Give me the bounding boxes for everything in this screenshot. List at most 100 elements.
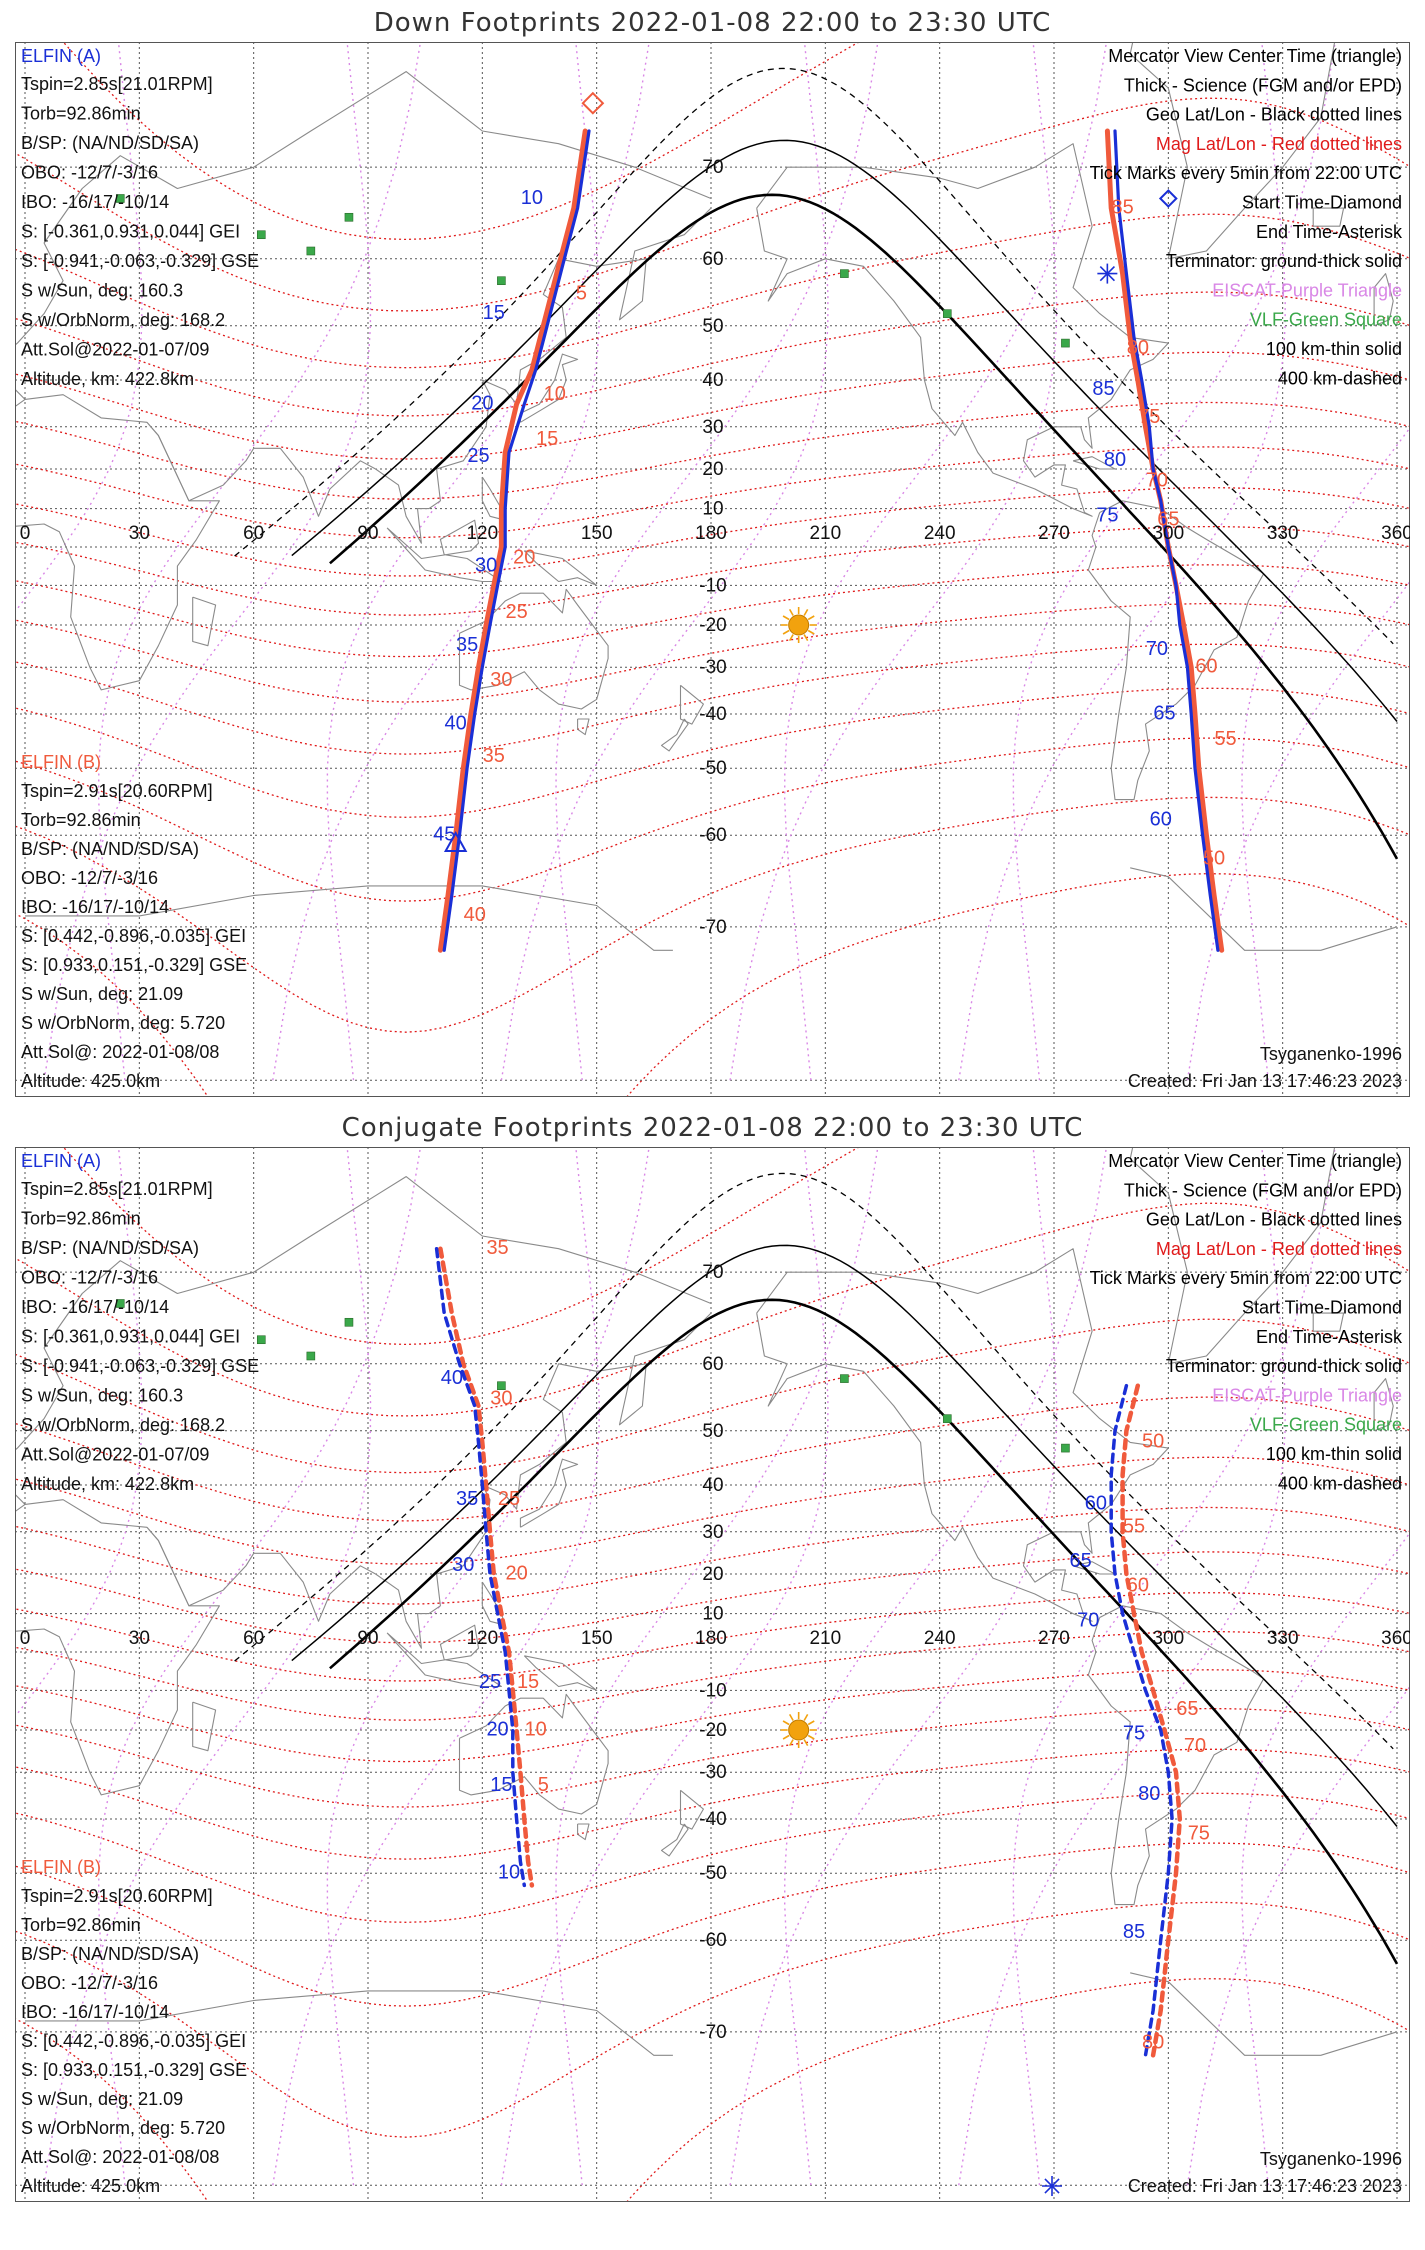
coastline xyxy=(1072,456,1116,470)
elfin-b-time-label: 70 xyxy=(1146,469,1168,491)
lat-tick-label: -70 xyxy=(699,2022,726,2043)
mag-parallel xyxy=(16,1202,1409,1417)
lat-tick-label: -40 xyxy=(699,704,726,725)
lon-tick-label: 270 xyxy=(1038,1628,1070,1649)
elfin-b-time-label: 65 xyxy=(1176,1698,1198,1720)
created-label: Created: Fri Jan 13 17:46:23 2023 xyxy=(1128,1071,1402,1091)
elfin-a-time-label: 65 xyxy=(1070,1550,1092,1572)
mag-parallel xyxy=(16,1901,1409,2138)
elfin-b-time-label: 25 xyxy=(498,1488,520,1510)
sun-ray xyxy=(803,1739,809,1746)
coastline xyxy=(192,596,217,647)
elfin-a-track-east xyxy=(1113,129,1220,952)
elfin-a-time-label: 85 xyxy=(1123,1921,1145,1943)
map-body: 10 15 20 25 30 35 40 45 85 80 75 70 65 60 5 10 15 20 25 30 3… xyxy=(16,43,1409,1096)
lat-tick-label: -30 xyxy=(699,1762,726,1783)
elfin-a-info-line: OBO: -12/7/-3/16 xyxy=(21,1268,158,1288)
lat-tick-label: -70 xyxy=(699,917,726,938)
elfin-b-time-label: 50 xyxy=(1142,1431,1164,1453)
mag-parallel xyxy=(16,873,1409,1096)
elfin-a-info-line: Torb=92.86min xyxy=(21,104,141,124)
elfin-a-time-label: 80 xyxy=(1138,1783,1160,1805)
vlf-station xyxy=(306,1351,316,1361)
elfin-b-info-line: B/SP: (NA/ND/SD/SA) xyxy=(21,1944,199,1964)
coastline xyxy=(146,1312,712,1649)
mag-meridian xyxy=(555,1148,879,2186)
elfin-a-track-east xyxy=(1109,1383,1174,2058)
elfin-a-time-label: 70 xyxy=(1077,1610,1099,1632)
geo-grid xyxy=(16,43,1409,1096)
coastline xyxy=(577,1823,590,1841)
legend-entry: Tick Marks every 5min from 22:00 UTC xyxy=(1090,1268,1402,1288)
lon-tick-label: 180 xyxy=(695,523,727,544)
sun-ray xyxy=(788,1714,794,1721)
coastline xyxy=(1087,500,1265,801)
elfin-b-time-label: 35 xyxy=(483,745,505,767)
mag-parallel xyxy=(16,525,1409,616)
lon-tick-label: 30 xyxy=(129,523,150,544)
coastline xyxy=(1312,1312,1345,1332)
legend-entry: VLF-Green Square xyxy=(1250,310,1402,330)
elfin-a-info-line: Altitude, km: 422.8km xyxy=(21,1474,194,1494)
elfin-a-info-line: S: [-0.361,0.931,0.044] GEI xyxy=(21,222,240,242)
coastline xyxy=(25,1990,673,2056)
elfin-a-time-label: 60 xyxy=(1085,1493,1107,1515)
model-label: Tsyganenko-1996 xyxy=(1260,1044,1402,1064)
lat-tick-label: -30 xyxy=(699,657,726,678)
elfin-b-time-label: 80 xyxy=(1127,337,1149,359)
elfin-b-time-label: 20 xyxy=(513,547,535,569)
lon-tick-label: 90 xyxy=(357,523,378,544)
sun-ray xyxy=(788,1739,794,1746)
elfin-b-track-west xyxy=(437,128,588,953)
elfin-a-time-label: 60 xyxy=(1150,809,1172,831)
legend-entry: Mag Lat/Lon - Red dotted lines xyxy=(1156,134,1402,154)
coastline xyxy=(1129,1148,1336,1365)
lon-tick-label: 60 xyxy=(243,1628,264,1649)
lat-tick-label: 10 xyxy=(702,1604,723,1625)
sun-ray xyxy=(782,615,790,621)
sun-ray xyxy=(807,1734,815,1740)
elfin-a-info-line: S w/OrbNorm, deg: 168.2 xyxy=(21,1415,225,1435)
terminator-ground xyxy=(329,1298,1399,1965)
mag-parallel xyxy=(16,487,1409,577)
elfin-a-info-line: Att.Sol@2022-01-07/09 xyxy=(21,340,209,360)
elfin-b-time-label: 30 xyxy=(490,1388,512,1410)
elfin-a-info-line: Tspin=2.85s[21.01RPM] xyxy=(21,1179,213,1199)
mag-meridian xyxy=(1012,1148,1336,2186)
coastline xyxy=(523,1655,598,1691)
lat-tick-label: 20 xyxy=(702,1564,723,1585)
elfin-a-time-label: 20 xyxy=(486,1718,508,1740)
coastline xyxy=(386,519,502,583)
legend-entry: EISCAT-Purple Triangle xyxy=(1212,1385,1402,1405)
end-asterisk-icon xyxy=(1097,263,1118,284)
elfin-b-time-label: 55 xyxy=(1123,1516,1145,1538)
lat-tick-label: 40 xyxy=(702,1475,723,1496)
coastline xyxy=(756,143,1169,517)
mag-meridian xyxy=(326,43,650,1081)
elfin-b-time-label: 35 xyxy=(486,1237,508,1259)
elfin-b-time-label: 85 xyxy=(1111,196,1133,218)
lon-tick-label: 360 xyxy=(1381,1628,1410,1649)
elfin-b-info-line: S w/OrbNorm, deg: 5.720 xyxy=(21,2118,225,2138)
elfin-a-info-line: S w/Sun, deg: 160.3 xyxy=(21,281,183,301)
elfin-a-info-line: S w/Sun, deg: 160.3 xyxy=(21,1386,183,1406)
vlf-station xyxy=(306,246,316,256)
elfin-b-time-label: 75 xyxy=(1138,406,1160,428)
elfin-b-info-line: S: [0.933,0.151,-0.329] GSE xyxy=(21,2060,247,2080)
lat-tick-label: -60 xyxy=(699,1930,726,1951)
mag-parallel xyxy=(16,446,1409,539)
elfin-a-info-line: Tspin=2.85s[21.01RPM] xyxy=(21,74,213,94)
lat-tick-label: 30 xyxy=(702,1522,723,1543)
lon-tick-label: 330 xyxy=(1267,523,1299,544)
terminator-100km xyxy=(291,1244,1398,1827)
mag-parallel xyxy=(16,1456,1409,1565)
elfin-a-time-label: 85 xyxy=(1092,378,1114,400)
elfin-b-track-west xyxy=(438,1246,535,1888)
elfin-b-info-line: Torb=92.86min xyxy=(21,1915,141,1935)
coastlines xyxy=(16,43,1398,951)
down-footprints-map: 10 15 20 25 30 35 40 45 85 80 75 70 65 60 5 10 15 20 25 30 3… xyxy=(15,42,1410,1097)
lon-tick-label: 210 xyxy=(809,523,841,544)
lat-tick-label: -40 xyxy=(699,1809,726,1830)
vlf-station xyxy=(942,1414,952,1423)
legend-entry: Terminator: ground-thick solid xyxy=(1166,251,1402,271)
